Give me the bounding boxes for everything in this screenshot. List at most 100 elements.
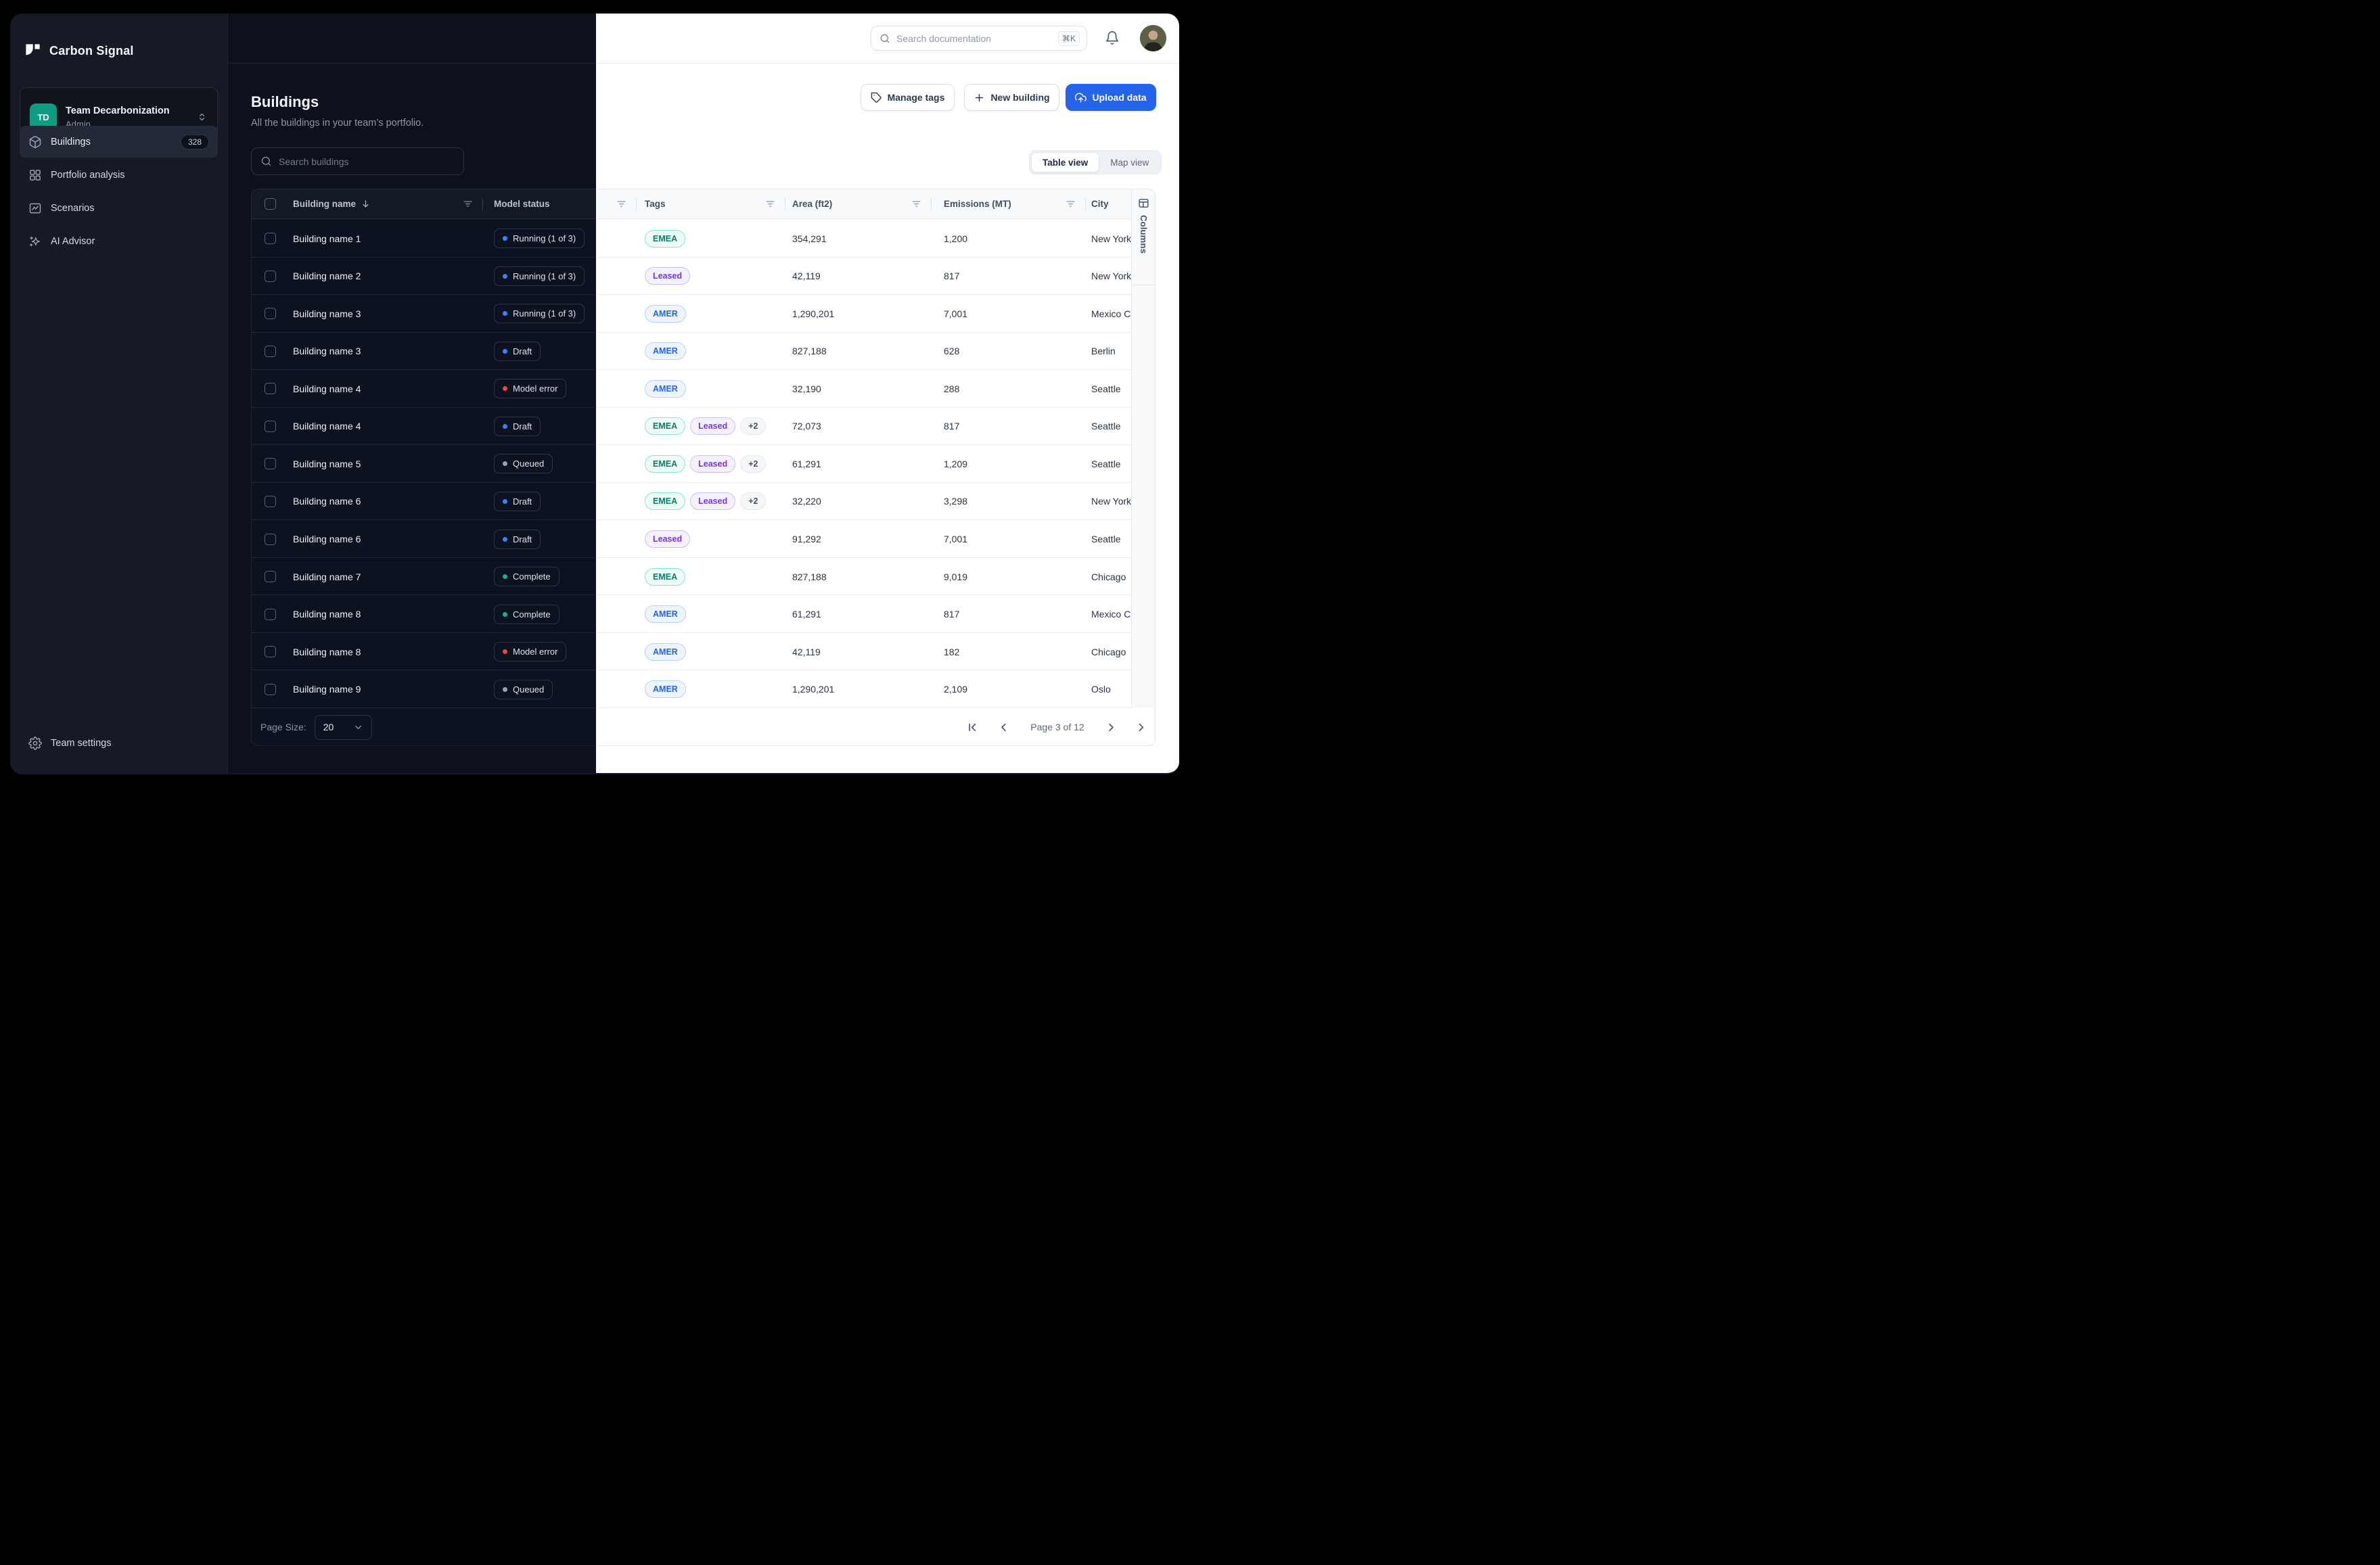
tag-chip: +2 [740,417,766,436]
select-all-checkbox[interactable] [264,198,276,210]
status-label: Complete [513,609,551,620]
city-cell: Mexico City [1091,308,1141,319]
building-name-cell: Building name 6 [293,534,361,545]
table-row[interactable]: Building name 3 Draft AMER 827,188 628 B… [251,333,1155,371]
sort-descending-icon[interactable] [361,199,371,209]
status-label: Model error [513,383,558,394]
notifications-bell-icon[interactable] [1105,30,1120,45]
tag-chip: Leased [690,454,736,473]
table-row[interactable]: Building name 9 Queued AMER 1,290,201 2,… [251,670,1155,708]
area-cell: 1,290,201 [792,684,835,695]
column-divider [931,197,932,210]
table-row[interactable]: Building name 4 Model error AMER 32,190 … [251,370,1155,408]
table-row[interactable]: Building name 8 Complete AMER 61,291 817… [251,595,1155,633]
city-cell: Seattle [1091,421,1121,432]
building-name-cell: Building name 4 [293,383,361,394]
button-label: New building [990,92,1050,103]
area-cell: 42,119 [792,646,821,657]
last-page-button[interactable] [1136,721,1149,734]
filter-icon[interactable] [616,198,627,210]
table-row[interactable]: Building name 1 Running (1 of 3) EMEA 35… [251,220,1155,258]
user-avatar[interactable] [1140,25,1166,51]
tag-chip: EMEA [645,454,686,473]
table-row[interactable]: Building name 5 Queued EMEA Leased +2 61,2… [251,445,1155,483]
sidebar-item-scenarios[interactable]: Scenarios [20,192,218,224]
first-page-button[interactable] [966,721,979,734]
sidebar-item-buildings[interactable]: Buildings 328 [20,126,218,158]
row-checkbox[interactable] [264,608,276,620]
tag-icon [871,92,882,103]
emissions-cell: 817 [944,421,960,432]
buildings-search-input[interactable]: Search buildings [251,147,464,175]
new-building-button[interactable]: New building [964,84,1059,111]
table-row[interactable]: Building name 2 Running (1 of 3) Leased … [251,258,1155,296]
brand-name: Carbon Signal [49,44,134,57]
filter-icon[interactable] [462,198,474,210]
tag-chip: EMEA [645,417,686,436]
row-checkbox[interactable] [264,420,276,432]
status-dot-icon [503,348,507,354]
status-label: Draft [513,496,532,507]
status-badge: Draft [494,341,541,361]
filter-icon[interactable] [1065,198,1076,210]
sidebar-item-portfolio-analysis[interactable]: Portfolio analysis [20,159,218,191]
row-checkbox[interactable] [264,345,276,357]
table-row[interactable]: Building name 4 Draft EMEA Leased +2 72,07… [251,408,1155,446]
status-badge: Running (1 of 3) [494,229,585,249]
emissions-cell: 9,019 [944,571,968,582]
columns-side-panel: Columns [1131,189,1155,708]
sidebar: Carbon Signal TD Team Decarbonization Ad… [10,14,228,773]
row-checkbox[interactable] [264,383,276,395]
row-checkbox[interactable] [264,458,276,470]
row-checkbox[interactable] [264,533,276,545]
row-checkbox[interactable] [264,233,276,245]
table-row[interactable]: Building name 6 Draft Leased 91,292 7,00… [251,520,1155,558]
row-checkbox[interactable] [264,495,276,507]
upload-cloud-icon [1075,92,1087,103]
status-dot-icon [503,386,507,392]
previous-page-button[interactable] [997,721,1010,734]
column-label: Emissions (MT) [944,199,1011,209]
tags-cell: AMER [637,605,785,624]
sidebar-item-team-settings[interactable]: Team settings [20,728,218,758]
documentation-search-input[interactable]: Search documentation ⌘K [871,26,1087,51]
tags-cell: AMER [637,643,785,661]
emissions-cell: 1,200 [944,233,968,244]
next-page-button[interactable] [1105,721,1118,734]
row-checkbox[interactable] [264,308,276,320]
table-row[interactable]: Building name 8 Model error AMER 42,119 … [251,633,1155,671]
filter-icon[interactable] [764,198,776,210]
table-body: Building name 1 Running (1 of 3) EMEA 35… [251,220,1155,708]
page-size-select[interactable]: 20 [314,714,372,740]
area-cell: 61,291 [792,609,821,620]
tab-table-view[interactable]: Table view [1031,152,1100,172]
tab-map-view[interactable]: Map view [1110,157,1149,168]
city-cell: Chicago [1091,646,1126,657]
city-cell: New York [1091,496,1132,507]
city-cell: Seattle [1091,458,1121,469]
topbar: Search documentation ⌘K [228,14,1179,63]
buildings-table: Building name Model status Tags Area (ft2) E… [251,189,1155,746]
city-cell: Seattle [1091,383,1121,394]
sidebar-item-ai-advisor[interactable]: AI Advisor [20,225,218,257]
table-row[interactable]: Building name 6 Draft EMEA Leased +2 32,22… [251,483,1155,521]
table-footer: Page Size: 20 Page 3 of 12 [251,708,1155,746]
row-checkbox[interactable] [264,270,276,282]
filter-icon[interactable] [911,198,922,210]
tag-chip: Leased [690,492,736,511]
status-label: Queued [513,459,545,469]
row-checkbox[interactable] [264,683,276,695]
status-dot-icon [503,236,507,241]
sparkles-icon [28,235,42,248]
manage-tags-button[interactable]: Manage tags [861,84,955,111]
page-subtitle: All the buildings in your team’s portfol… [251,118,424,129]
page-size-label: Page Size: [260,722,306,732]
tag-chip: AMER [645,304,686,323]
columns-panel-toggle[interactable]: Columns [1132,189,1155,285]
row-checkbox[interactable] [264,571,276,583]
column-header-city: City [1086,199,1155,209]
row-checkbox[interactable] [264,646,276,658]
upload-data-button[interactable]: Upload data [1066,84,1156,111]
table-row[interactable]: Building name 3 Running (1 of 3) AMER 1,… [251,295,1155,333]
table-row[interactable]: Building name 7 Complete EMEA 827,188 9,… [251,558,1155,596]
